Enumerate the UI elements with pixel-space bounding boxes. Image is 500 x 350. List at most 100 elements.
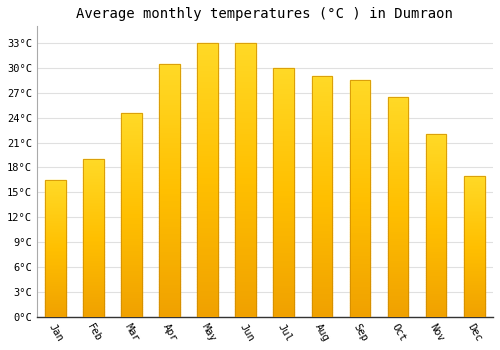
Bar [350, 288, 370, 291]
Bar [274, 190, 294, 192]
Bar [198, 246, 218, 248]
Bar [236, 177, 256, 180]
Bar [236, 281, 256, 284]
Bar [464, 290, 484, 292]
Bar [274, 165, 294, 167]
Bar [122, 230, 142, 231]
Bar [274, 122, 294, 125]
Bar [350, 139, 370, 142]
Bar [198, 218, 218, 221]
Bar [198, 312, 218, 314]
Bar [426, 178, 446, 180]
Bar [388, 224, 408, 227]
Bar [464, 308, 484, 310]
Bar [122, 315, 142, 317]
Bar [312, 307, 332, 310]
Bar [388, 101, 408, 104]
Bar [274, 148, 294, 150]
Bar [236, 65, 256, 68]
Bar [350, 163, 370, 166]
Bar [236, 270, 256, 273]
Bar [312, 146, 332, 148]
Bar [198, 153, 218, 155]
Bar [160, 135, 180, 137]
Bar [198, 273, 218, 276]
Bar [464, 311, 484, 313]
Bar [426, 255, 446, 257]
Bar [426, 292, 446, 293]
Bar [464, 210, 484, 211]
Bar [198, 133, 218, 136]
Bar [350, 166, 370, 168]
Bar [84, 304, 104, 306]
Bar [122, 301, 142, 303]
Bar [464, 178, 484, 180]
Bar [84, 290, 104, 292]
Bar [350, 142, 370, 144]
Bar [388, 99, 408, 101]
Bar [160, 97, 180, 99]
Bar [160, 117, 180, 119]
Bar [236, 194, 256, 196]
Bar [464, 249, 484, 251]
Bar [426, 216, 446, 218]
Bar [46, 247, 66, 248]
Bar [46, 194, 66, 195]
Bar [464, 253, 484, 255]
Bar [274, 145, 294, 148]
Bar [160, 137, 180, 140]
Bar [350, 177, 370, 180]
Bar [350, 293, 370, 296]
Bar [426, 288, 446, 289]
Bar [160, 114, 180, 117]
Bar [122, 240, 142, 242]
Bar [274, 180, 294, 182]
Bar [46, 294, 66, 295]
Bar [388, 273, 408, 275]
Bar [84, 205, 104, 206]
Bar [426, 308, 446, 310]
Bar [122, 274, 142, 276]
Bar [426, 240, 446, 242]
Bar [160, 238, 180, 241]
Bar [46, 231, 66, 232]
Bar [46, 207, 66, 209]
Bar [464, 273, 484, 275]
Bar [350, 130, 370, 132]
Bar [426, 140, 446, 141]
Bar [160, 122, 180, 125]
Bar [46, 187, 66, 188]
Bar [236, 246, 256, 248]
Bar [84, 243, 104, 244]
Bar [350, 305, 370, 308]
Bar [160, 211, 180, 213]
Bar [350, 251, 370, 253]
Bar [236, 243, 256, 246]
Bar [160, 287, 180, 289]
Bar [350, 132, 370, 135]
Bar [46, 283, 66, 284]
Bar [274, 113, 294, 115]
Bar [464, 307, 484, 308]
Bar [464, 231, 484, 232]
Bar [84, 301, 104, 303]
Bar [350, 125, 370, 128]
Bar [350, 312, 370, 315]
Bar [350, 291, 370, 293]
Bar [426, 238, 446, 240]
Bar [388, 183, 408, 185]
Bar [160, 140, 180, 142]
Bar [312, 247, 332, 250]
Bar [160, 74, 180, 76]
Bar [350, 227, 370, 229]
Bar [84, 249, 104, 251]
Bar [84, 284, 104, 285]
Bar [236, 238, 256, 240]
Bar [350, 191, 370, 194]
Bar [84, 279, 104, 281]
Bar [160, 94, 180, 97]
Bar [84, 247, 104, 249]
Bar [46, 180, 66, 317]
Bar [464, 212, 484, 214]
Bar [464, 241, 484, 242]
